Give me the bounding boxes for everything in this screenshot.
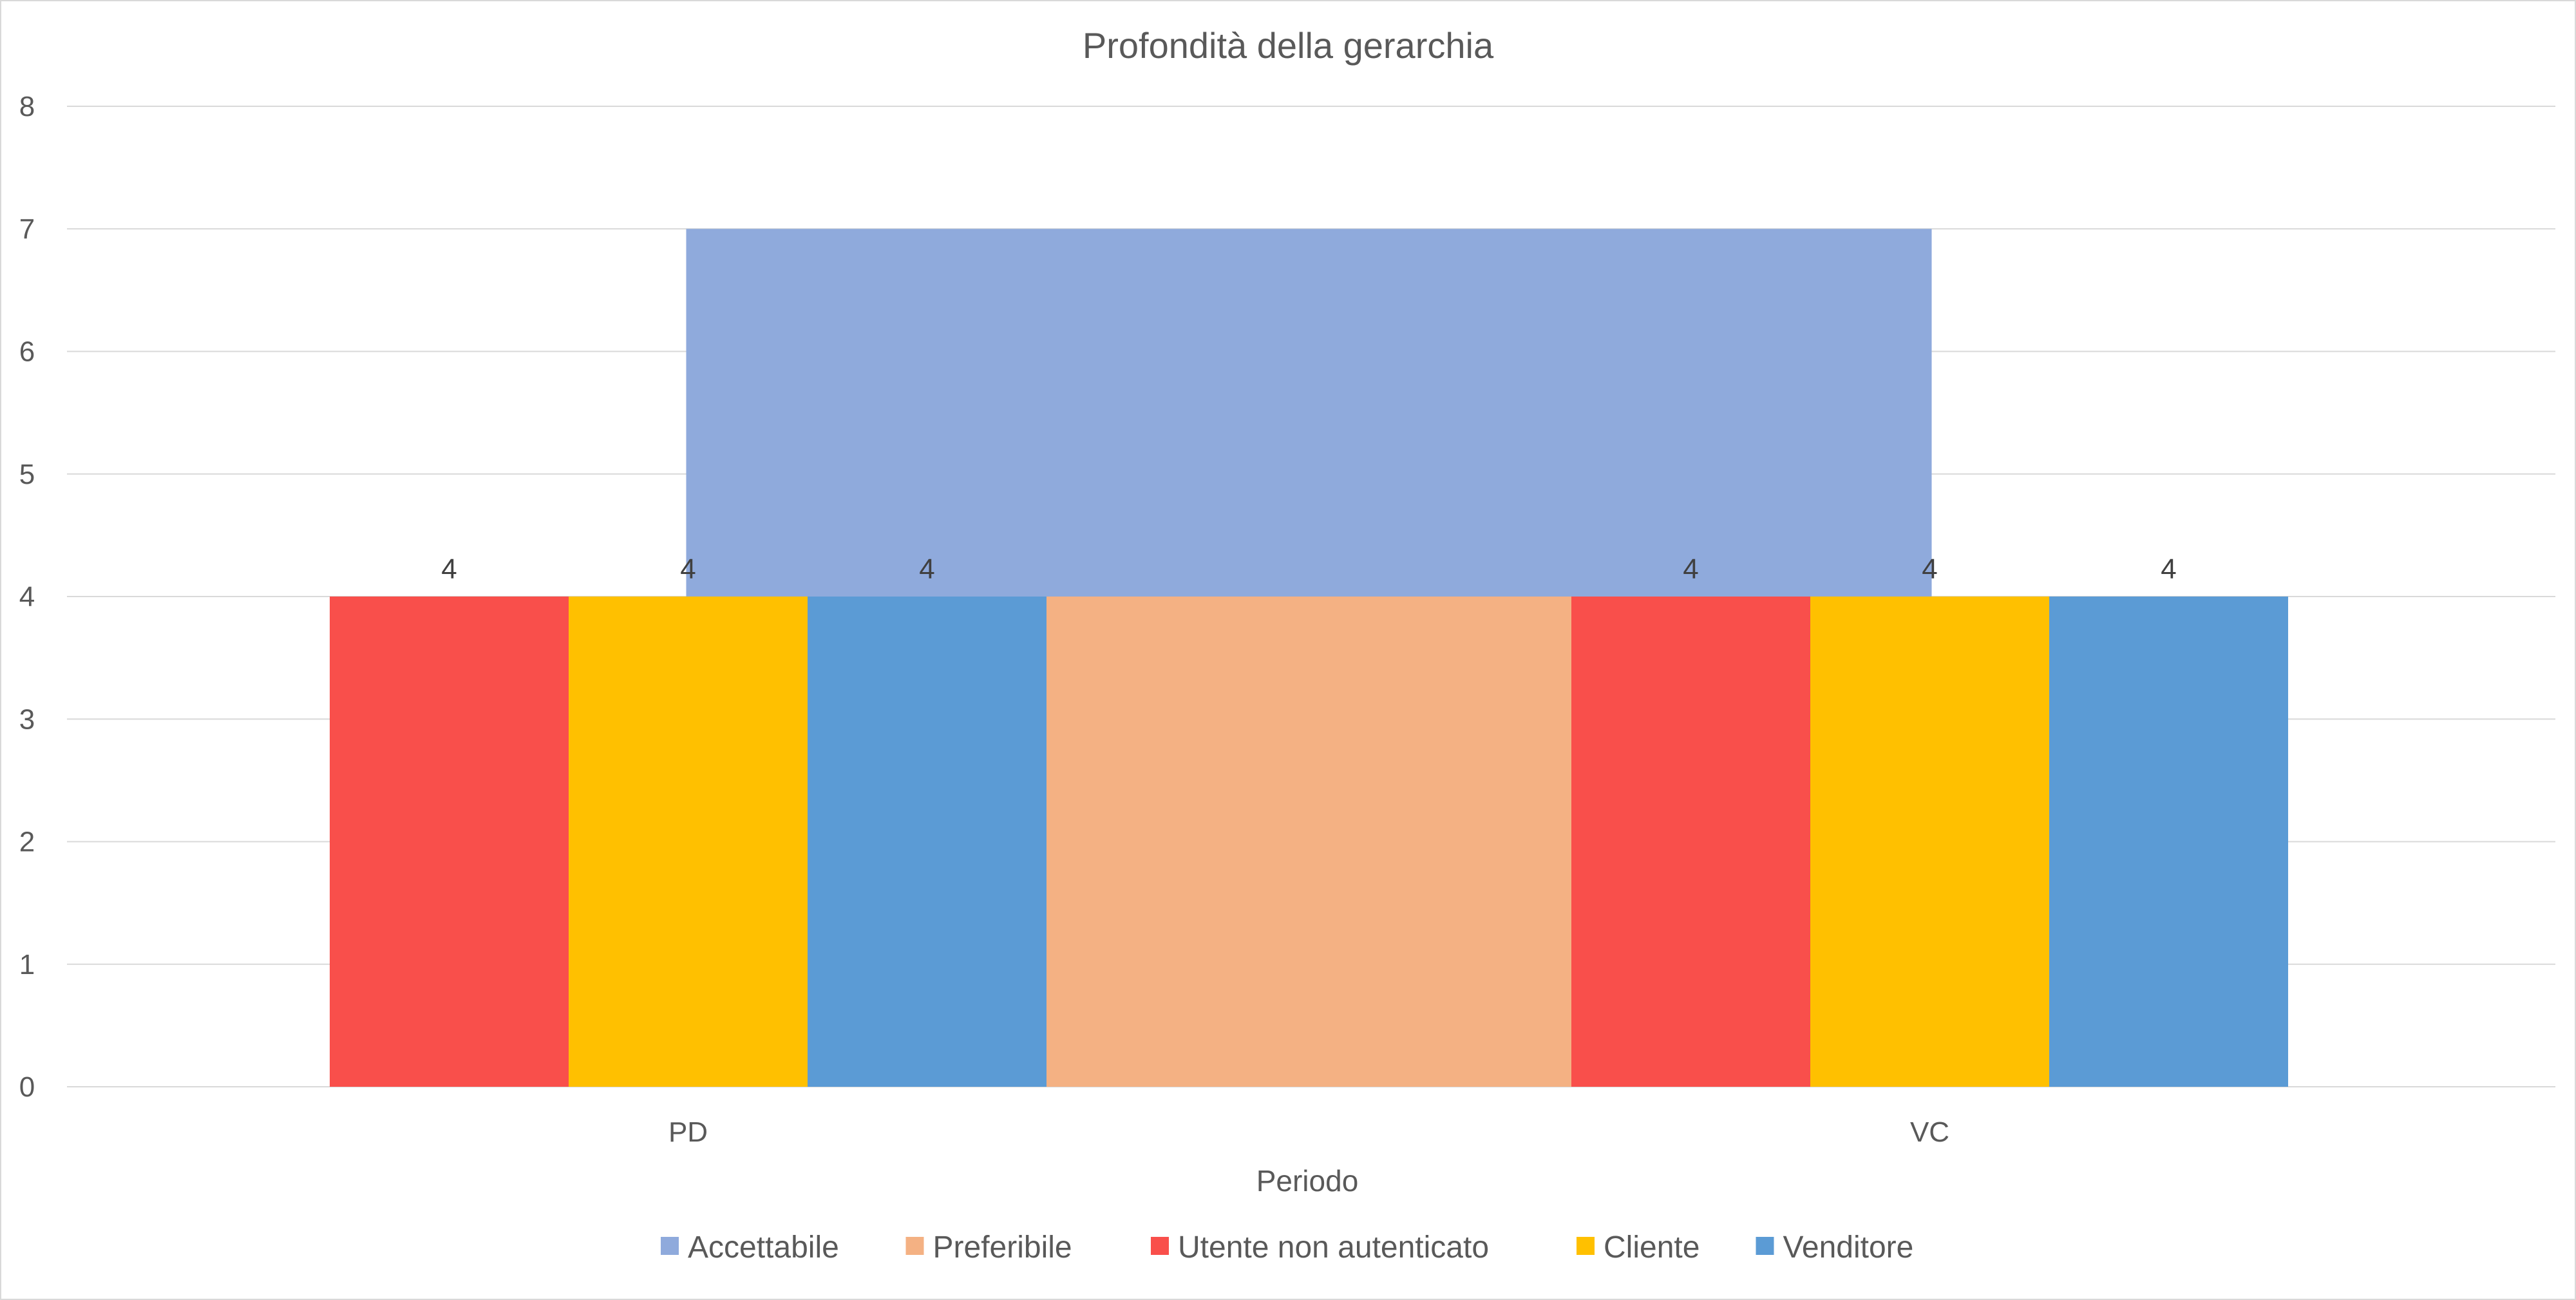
- legend-label: Utente non autenticato: [1178, 1230, 1489, 1265]
- y-tick-label: 0: [19, 1071, 35, 1103]
- bars: [330, 597, 2288, 1087]
- legend-item: Accettabile: [661, 1230, 839, 1265]
- legend-item: Utente non autenticato: [1151, 1230, 1489, 1265]
- legend-swatch: [905, 1237, 924, 1255]
- y-tick-label: 2: [19, 827, 35, 858]
- y-tick-label: 6: [19, 336, 35, 368]
- data-label: 4: [1683, 553, 1698, 585]
- legend-item: Preferibile: [905, 1230, 1072, 1265]
- legend-item: Cliente: [1577, 1230, 1700, 1265]
- bar: [330, 597, 569, 1087]
- data-label: 4: [919, 553, 934, 585]
- legend: Accettabile Preferibile Utente non autenti…: [661, 1230, 1913, 1265]
- legend-swatch: [1577, 1237, 1595, 1255]
- data-label: 4: [680, 553, 696, 585]
- x-axis-title: Periodo: [1256, 1164, 1359, 1198]
- legend-swatch: [661, 1237, 679, 1255]
- x-tick-label: PD: [668, 1116, 708, 1148]
- data-label: 4: [2161, 553, 2176, 585]
- bar: [1571, 597, 1810, 1087]
- y-tick-label: 5: [19, 459, 35, 490]
- x-tick-label: VC: [1910, 1116, 1949, 1148]
- bar: [808, 597, 1046, 1087]
- legend-label: Cliente: [1604, 1230, 1700, 1265]
- y-tick-label: 3: [19, 703, 35, 735]
- y-axis-ticks: 0 1 2 3 4 5 6 7 8: [19, 91, 35, 1103]
- data-labels: 4 4 4 4 4 4: [441, 553, 2176, 585]
- data-label: 4: [1922, 553, 1937, 585]
- legend-label: Accettabile: [688, 1230, 839, 1265]
- bar: [2049, 597, 2288, 1087]
- data-label: 4: [441, 553, 457, 585]
- y-tick-label: 8: [19, 91, 35, 122]
- y-tick-label: 4: [19, 581, 35, 613]
- x-axis-ticks: PD VC: [668, 1116, 1949, 1148]
- y-tick-label: 1: [19, 949, 35, 980]
- y-tick-label: 7: [19, 213, 35, 245]
- chart-title: Profondità della gerarchia: [1083, 25, 1494, 66]
- bar: [1810, 597, 2049, 1087]
- band-preferibile: [1046, 597, 1571, 1087]
- legend-label: Venditore: [1783, 1230, 1914, 1265]
- legend-swatch: [1756, 1237, 1774, 1255]
- legend-label: Preferibile: [933, 1230, 1072, 1265]
- bar: [569, 597, 808, 1087]
- legend-swatch: [1151, 1237, 1169, 1255]
- legend-item: Venditore: [1756, 1230, 1914, 1265]
